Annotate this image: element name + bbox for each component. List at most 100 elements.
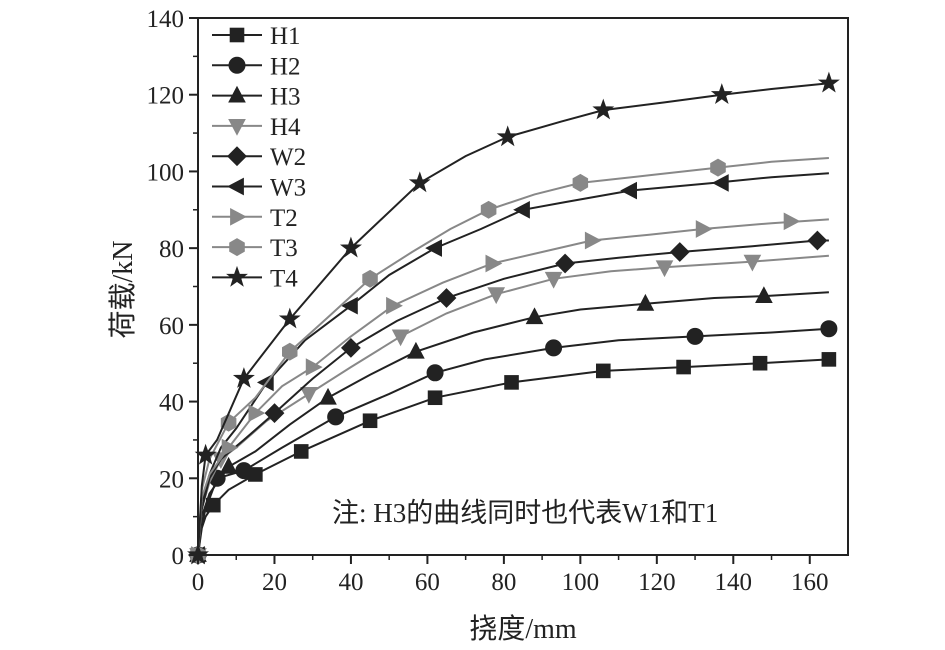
legend-label: H4 xyxy=(270,114,301,141)
data-point xyxy=(235,462,253,480)
data-point xyxy=(513,200,530,219)
data-point xyxy=(686,327,704,345)
legend-item-h4: H4 xyxy=(212,114,301,141)
data-point xyxy=(305,358,323,376)
data-point xyxy=(584,231,602,250)
data-point xyxy=(783,212,801,231)
legend-item-w3: W3 xyxy=(212,175,306,202)
series-line xyxy=(197,358,829,556)
series-line xyxy=(197,239,829,556)
legend-label: T3 xyxy=(270,235,298,262)
data-point xyxy=(230,207,247,226)
data-point xyxy=(595,363,611,379)
data-point xyxy=(695,220,713,238)
series-t4 xyxy=(187,71,840,565)
data-point xyxy=(264,403,285,424)
x-tick-label: 0 xyxy=(192,569,205,596)
legend-item-h2: H2 xyxy=(212,53,301,80)
legend-label: H2 xyxy=(270,53,301,80)
data-point xyxy=(545,339,563,357)
y-tick-label: 140 xyxy=(147,6,185,33)
x-tick-label: 140 xyxy=(715,569,753,596)
data-point xyxy=(407,341,425,359)
axes: 0 20 40 60 80 100 120 140 160 0 20 40 60 80 100 120 140 xyxy=(147,6,829,596)
data-point xyxy=(391,329,410,347)
data-point xyxy=(278,307,301,329)
legend-item-t2: T2 xyxy=(212,205,298,232)
x-tick-label: 100 xyxy=(562,569,600,596)
data-point xyxy=(408,171,431,193)
data-point xyxy=(676,359,691,375)
data-point xyxy=(525,307,544,325)
data-point xyxy=(655,260,674,278)
data-point xyxy=(669,242,690,262)
chart-annotation: 注: H3的曲线同时也代表W1和T1 xyxy=(332,498,718,528)
x-tick-label: 20 xyxy=(262,569,287,596)
series-line xyxy=(197,291,829,556)
series-line xyxy=(197,82,830,556)
data-point xyxy=(229,27,245,43)
legend-label: T4 xyxy=(270,265,298,292)
y-tick-label: 0 xyxy=(172,543,185,570)
data-point xyxy=(319,387,337,405)
series-line xyxy=(197,157,829,556)
legend-item-h3: H3 xyxy=(212,84,301,111)
data-point xyxy=(228,119,246,136)
data-point xyxy=(820,320,838,338)
data-point xyxy=(362,269,378,288)
data-point xyxy=(341,296,358,315)
data-point xyxy=(436,288,457,308)
data-point xyxy=(327,408,345,426)
x-tick-label: 80 xyxy=(491,569,516,596)
y-tick-label: 120 xyxy=(147,83,185,110)
data-point xyxy=(544,271,563,289)
x-tick-label: 40 xyxy=(338,569,363,596)
data-point xyxy=(755,286,773,303)
legend-label: T2 xyxy=(270,205,298,232)
data-point xyxy=(743,254,762,272)
data-point xyxy=(485,254,503,273)
data-point xyxy=(504,375,519,390)
y-tick-label: 60 xyxy=(159,313,184,340)
data-point xyxy=(386,296,403,315)
data-point xyxy=(228,85,246,103)
data-point xyxy=(752,355,768,371)
data-point xyxy=(592,98,615,120)
data-point xyxy=(248,404,266,422)
data-point xyxy=(427,390,443,406)
y-tick-label: 40 xyxy=(159,390,184,417)
data-point xyxy=(821,352,837,367)
data-point xyxy=(228,56,246,74)
legend-label: H3 xyxy=(270,84,301,111)
x-tick-label: 120 xyxy=(638,569,676,596)
data-point xyxy=(221,438,239,457)
legend-item-h1: H1 xyxy=(212,23,301,50)
legend-label: W3 xyxy=(270,175,306,202)
data-point xyxy=(282,342,298,361)
series-line xyxy=(197,172,829,556)
series-line xyxy=(197,327,829,556)
legend-label: H1 xyxy=(270,23,301,50)
legend: H1 H2 H3 H4 W2 W3 T2 T3 T4 xyxy=(212,23,306,292)
data-point xyxy=(227,177,244,196)
data-point xyxy=(226,265,248,287)
x-axis-title: 挠度/mm xyxy=(469,613,577,645)
data-point xyxy=(300,387,318,404)
data-point xyxy=(340,337,361,358)
data-point xyxy=(496,125,519,147)
y-tick-label: 80 xyxy=(159,236,184,263)
data-point xyxy=(710,83,733,105)
data-point xyxy=(293,444,309,459)
data-point xyxy=(219,456,238,474)
legend-item-w2: W2 xyxy=(212,144,306,171)
data-point xyxy=(620,181,637,200)
x-tick-label: 60 xyxy=(415,569,440,596)
data-point xyxy=(426,364,444,382)
data-point xyxy=(487,287,506,305)
y-tick-label: 100 xyxy=(147,159,185,186)
data-point xyxy=(227,146,247,167)
data-point xyxy=(710,158,726,177)
data-point xyxy=(807,230,828,251)
data-point xyxy=(229,238,245,257)
